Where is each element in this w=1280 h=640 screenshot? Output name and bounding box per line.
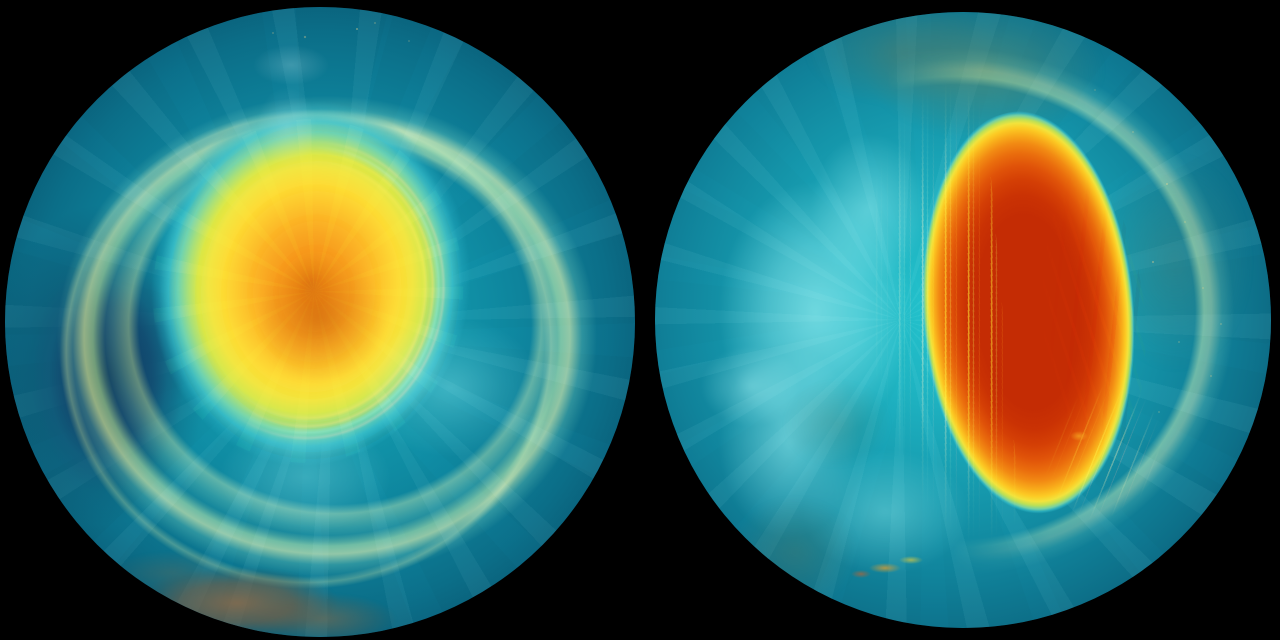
vortex-red-filament-ring bbox=[124, 90, 494, 490]
northern-hemisphere-globe bbox=[655, 12, 1271, 628]
southern-hemisphere-globe bbox=[5, 7, 635, 637]
